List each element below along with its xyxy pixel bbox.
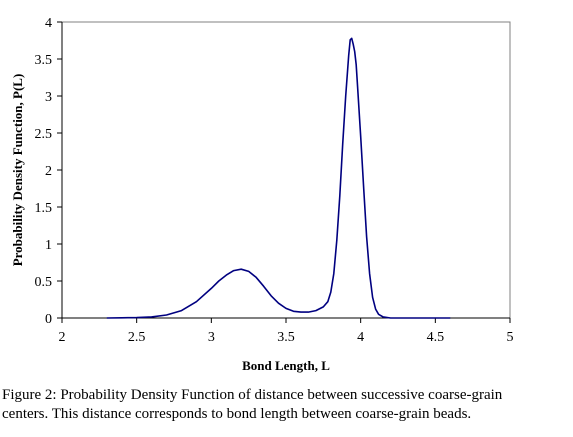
- figure-caption: Figure 2: Probability Density Function o…: [2, 386, 568, 424]
- y-tick-label: 2.5: [35, 127, 53, 142]
- y-tick-label: 0.5: [35, 275, 53, 290]
- y-tick-label: 1: [45, 238, 52, 253]
- x-tick-label: 4.5: [427, 330, 445, 345]
- x-tick-label: 3: [208, 330, 215, 345]
- y-axis-title: Probability Density Function, P(L): [10, 74, 25, 267]
- x-tick-label: 5: [507, 330, 514, 345]
- x-tick-label: 2.5: [128, 330, 146, 345]
- pdf-series-line: [106, 37, 451, 319]
- x-tick-label: 3.5: [277, 330, 295, 345]
- y-ticks: 0 0.5 1 1.5 2 2.5 3 3.5 4: [35, 16, 62, 327]
- x-tick-label: 2: [59, 330, 66, 345]
- x-tick-label: 4: [357, 330, 364, 345]
- y-tick-label: 3: [45, 90, 52, 105]
- caption-line-2: centers. This distance corresponds to bo…: [2, 406, 472, 422]
- pdf-chart: 0 0.5 1 1.5 2 2.5 3 3.5 4 2 2.5 3 3.5 4 4.5 5 Bond Len…: [10, 16, 514, 373]
- caption-line-1: Figure 2: Probability Density Function o…: [2, 387, 503, 403]
- y-tick-label: 3.5: [35, 53, 53, 68]
- y-tick-label: 4: [45, 16, 52, 31]
- x-ticks: 2 2.5 3 3.5 4 4.5 5: [59, 318, 514, 345]
- plot-area: [61, 21, 511, 319]
- y-tick-label: 1.5: [35, 201, 53, 216]
- x-axis-title: Bond Length, L: [242, 358, 330, 373]
- y-tick-label: 2: [45, 164, 52, 179]
- y-tick-label: 0: [45, 312, 52, 327]
